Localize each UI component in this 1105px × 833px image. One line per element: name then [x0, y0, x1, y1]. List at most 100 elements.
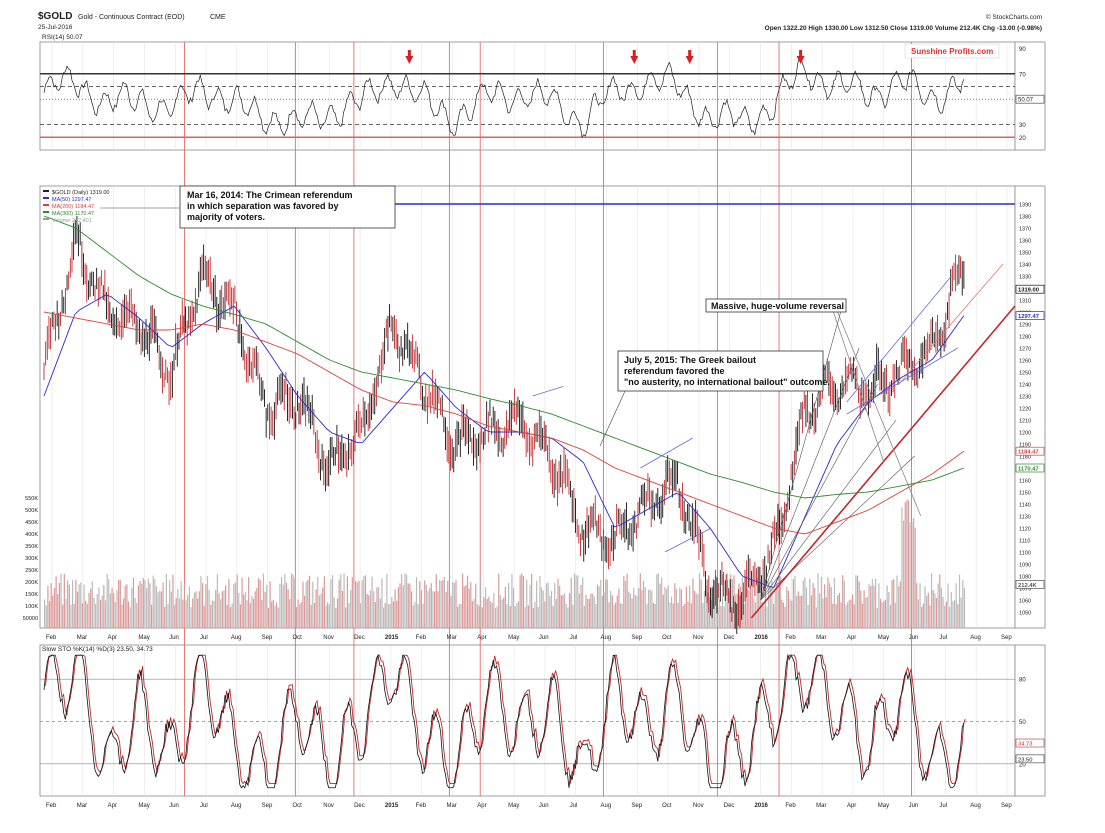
- price-tick-label: 1360: [1019, 239, 1031, 245]
- x-axis-label: Oct: [292, 635, 302, 641]
- price-panel: [39, 185, 1016, 629]
- volume-bar: [922, 603, 924, 628]
- volume-bar: [881, 602, 883, 628]
- volume-bar: [680, 589, 683, 628]
- volume-bar: [340, 574, 342, 628]
- volume-bar: [567, 607, 569, 628]
- volume-bar: [894, 602, 896, 628]
- volume-bar: [634, 594, 636, 628]
- volume-bar: [165, 573, 167, 628]
- volume-bar: [644, 587, 646, 628]
- volume-bar: [106, 573, 108, 628]
- volume-bar: [299, 604, 301, 628]
- volume-bar: [746, 588, 748, 628]
- volume-bar: [522, 575, 525, 628]
- volume-bar: [205, 584, 207, 628]
- volume-bar: [442, 580, 444, 628]
- rsi-signal-arrow-stem: [407, 50, 411, 57]
- volume-bar: [514, 605, 516, 628]
- volume-bar: [731, 578, 734, 628]
- volume-bar: [590, 593, 592, 628]
- price-tick-label: 1100: [1019, 551, 1031, 557]
- volume-bar: [91, 581, 93, 628]
- volume-bar: [771, 580, 773, 628]
- price-tick-label: 1120: [1019, 527, 1031, 533]
- volume-bar: [104, 600, 107, 628]
- volume-bar: [300, 602, 302, 628]
- volume-bar: [631, 598, 633, 628]
- unit-label: CME: [210, 14, 226, 21]
- volume-bar: [450, 595, 452, 628]
- volume-bar: [726, 580, 729, 628]
- x-axis-label: 2015: [385, 803, 399, 809]
- volume-bar: [583, 605, 585, 628]
- x-axis-label: Jun: [539, 803, 549, 809]
- price-tick-label: 1390: [1019, 203, 1031, 209]
- volume-bar: [600, 579, 602, 628]
- volume-bar: [506, 604, 508, 628]
- volume-bar: [692, 578, 694, 628]
- volume-bar: [266, 584, 268, 628]
- reversal-line: [837, 311, 922, 517]
- volume-bar: [76, 591, 79, 628]
- volume-bar: [183, 584, 186, 628]
- volume-bar: [963, 588, 966, 628]
- volume-bar: [274, 605, 276, 628]
- volume-bar: [718, 599, 720, 628]
- volume-bar: [685, 586, 687, 628]
- sto-last-value-label: 34.73: [1018, 742, 1033, 748]
- volume-bar: [478, 605, 480, 628]
- volume-bar: [379, 598, 381, 628]
- volume-bar: [504, 586, 506, 628]
- volume-bar: [185, 599, 187, 628]
- volume-tick-label: 100K: [25, 604, 38, 610]
- volume-bar: [776, 582, 778, 628]
- volume-bar: [366, 593, 368, 628]
- rsi-tick-label: 20: [1019, 136, 1026, 142]
- rsi-last-value-box: [1015, 94, 1045, 104]
- legend-entry: MA(50) 1297.47: [52, 197, 91, 203]
- volume-bar: [58, 582, 61, 628]
- volume-bar: [164, 606, 166, 628]
- volume-bar: [810, 595, 813, 628]
- volume-bar: [433, 591, 436, 628]
- x-axis-label: Apr: [477, 635, 486, 641]
- volume-bar: [144, 580, 146, 628]
- volume-bar: [748, 589, 750, 628]
- volume-bar: [840, 602, 842, 628]
- volume-bar: [475, 583, 477, 628]
- price-tick-label: 1070: [1019, 587, 1031, 593]
- volume-bar: [359, 603, 362, 628]
- volume-bar: [784, 606, 786, 628]
- x-axis-label: Jul: [200, 803, 208, 809]
- volume-bar: [269, 581, 271, 628]
- volume-bar: [652, 602, 655, 628]
- volume-bar: [526, 579, 528, 628]
- price-highlight-label: 1319.00: [1018, 288, 1039, 294]
- volume-bar: [399, 583, 401, 628]
- x-axis-label: Aug: [601, 803, 612, 809]
- volume-bar: [203, 605, 205, 628]
- volume-bar: [238, 592, 240, 628]
- x-axis-label: Mar: [816, 803, 826, 809]
- volume-bar: [573, 573, 576, 628]
- volume-bar: [429, 587, 431, 628]
- volume-bar: [805, 587, 808, 628]
- stochastic-panel-axis: [1014, 644, 1046, 797]
- volume-bar: [108, 579, 110, 628]
- volume-bar: [930, 573, 933, 628]
- x-axis-label: Mar: [816, 635, 826, 641]
- volume-bar: [83, 584, 85, 628]
- volume-bar: [749, 585, 752, 628]
- volume-tick-label: 250K: [25, 568, 38, 574]
- rsi-panel: [39, 41, 1016, 151]
- volume-bar: [772, 603, 775, 628]
- volume-bar: [603, 592, 605, 628]
- volume-bar: [843, 580, 845, 628]
- volume-bar: [155, 586, 158, 628]
- annotation-box: [179, 185, 396, 229]
- volume-bar: [211, 600, 214, 628]
- volume-bar: [67, 580, 69, 628]
- volume-bar: [568, 592, 571, 628]
